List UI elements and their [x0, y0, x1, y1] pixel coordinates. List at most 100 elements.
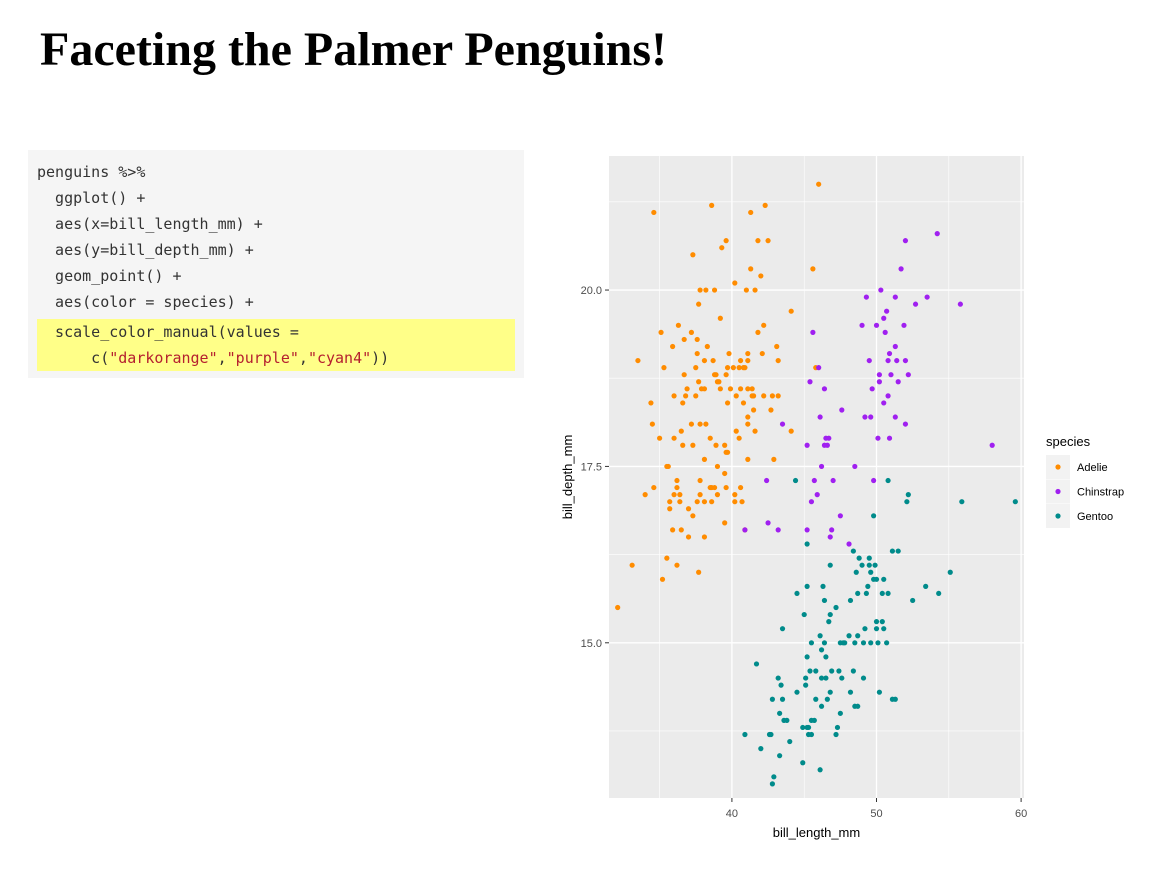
point-adelie	[710, 357, 716, 364]
y-tick-label: 15.0	[581, 638, 602, 650]
point-adelie	[761, 393, 767, 399]
legend-swatch-chinstrap	[1055, 488, 1061, 495]
code-text: c(	[37, 349, 110, 367]
code-line: aes(color = species) +	[37, 293, 254, 311]
point-chinstrap	[905, 372, 911, 378]
point-adelie	[688, 421, 695, 427]
point-adelie	[713, 372, 719, 378]
point-adelie	[745, 357, 751, 364]
point-gentoo	[823, 675, 829, 681]
point-adelie	[768, 407, 774, 413]
point-chinstrap	[779, 421, 786, 427]
point-gentoo	[784, 717, 790, 723]
point-gentoo	[813, 696, 819, 702]
point-adelie	[664, 555, 670, 561]
point-adelie	[745, 421, 751, 427]
point-gentoo	[834, 724, 841, 731]
point-gentoo	[889, 548, 896, 554]
point-adelie	[732, 280, 738, 286]
point-gentoo	[769, 781, 775, 787]
point-chinstrap	[868, 414, 874, 420]
point-gentoo	[833, 604, 839, 611]
point-adelie	[714, 492, 721, 498]
point-adelie	[661, 365, 667, 371]
point-chinstrap	[892, 294, 898, 300]
code-comma: ,	[298, 349, 308, 367]
point-adelie	[755, 329, 761, 335]
point-gentoo	[839, 675, 845, 681]
point-gentoo	[818, 703, 825, 709]
point-gentoo	[827, 689, 833, 695]
point-adelie	[707, 435, 713, 441]
point-chinstrap	[989, 442, 995, 448]
code-comma: ,	[217, 349, 227, 367]
point-gentoo	[821, 597, 828, 604]
point-gentoo	[863, 590, 869, 597]
point-gentoo	[779, 696, 786, 702]
point-gentoo	[777, 710, 783, 716]
point-gentoo	[860, 640, 867, 646]
point-chinstrap	[882, 329, 888, 335]
point-adelie	[697, 421, 703, 427]
point-gentoo	[852, 640, 858, 646]
point-chinstrap	[902, 421, 909, 427]
point-adelie	[648, 400, 654, 406]
point-adelie	[737, 357, 744, 364]
point-gentoo	[833, 731, 839, 738]
point-adelie	[665, 463, 671, 470]
point-gentoo	[804, 583, 810, 589]
point-adelie	[711, 287, 718, 293]
point-chinstrap	[814, 492, 820, 498]
point-gentoo	[787, 738, 793, 745]
code-line: c("darkorange","purple","cyan4"))	[37, 345, 389, 371]
point-adelie	[732, 492, 738, 498]
point-gentoo	[807, 668, 813, 674]
point-gentoo	[881, 626, 887, 632]
point-gentoo	[804, 541, 810, 547]
point-adelie	[714, 463, 721, 470]
y-axis-title: bill_depth_mm	[560, 435, 575, 520]
point-chinstrap	[885, 393, 891, 399]
point-chinstrap	[862, 414, 868, 420]
point-adelie	[696, 569, 702, 575]
point-gentoo	[842, 640, 848, 646]
point-adelie	[651, 209, 657, 216]
point-adelie	[658, 329, 664, 335]
point-adelie	[681, 372, 687, 378]
point-adelie	[748, 209, 754, 216]
point-gentoo	[865, 583, 871, 589]
point-gentoo	[808, 731, 815, 738]
point-adelie	[690, 513, 696, 519]
point-adelie	[816, 181, 822, 187]
legend-swatch-adelie	[1055, 464, 1061, 470]
point-gentoo	[805, 724, 812, 731]
code-line: ggplot() +	[37, 189, 146, 207]
point-chinstrap	[892, 343, 898, 350]
point-chinstrap	[902, 357, 909, 364]
point-adelie	[737, 386, 744, 392]
point-gentoo	[817, 633, 823, 639]
point-adelie	[771, 456, 777, 462]
point-chinstrap	[886, 435, 893, 441]
point-chinstrap	[873, 322, 880, 328]
point-chinstrap	[912, 301, 919, 307]
point-adelie	[659, 576, 666, 582]
point-gentoo	[758, 746, 764, 752]
point-chinstrap	[898, 266, 904, 272]
code-string: "cyan4"	[307, 349, 372, 367]
point-chinstrap	[895, 379, 901, 385]
point-gentoo	[868, 569, 874, 575]
point-gentoo	[803, 675, 809, 681]
point-adelie	[688, 329, 695, 335]
point-gentoo	[905, 492, 911, 498]
point-gentoo	[866, 555, 872, 561]
point-gentoo	[818, 675, 825, 681]
point-chinstrap	[807, 379, 813, 385]
legend-title: species	[1046, 434, 1091, 449]
point-gentoo	[804, 654, 810, 660]
point-adelie	[694, 350, 700, 357]
point-chinstrap	[808, 499, 815, 505]
point-gentoo	[768, 731, 774, 738]
point-chinstrap	[852, 463, 858, 470]
point-gentoo	[800, 760, 806, 766]
